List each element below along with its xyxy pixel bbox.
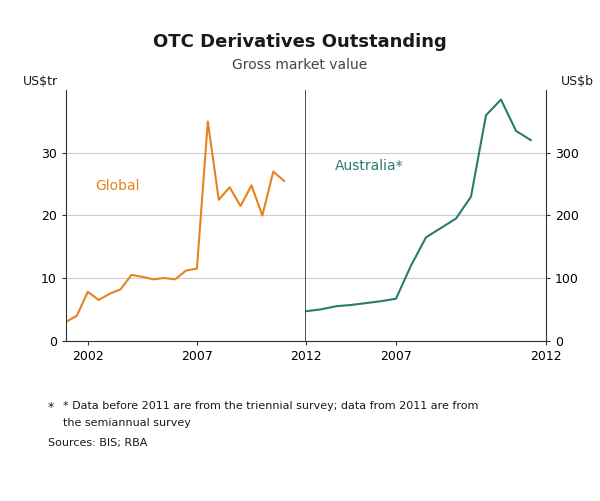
Text: US$b: US$b [561, 75, 594, 88]
Text: Global: Global [95, 179, 139, 193]
Text: Sources: BIS; RBA: Sources: BIS; RBA [48, 438, 148, 448]
Text: US$tr: US$tr [23, 75, 58, 88]
Text: OTC Derivatives Outstanding: OTC Derivatives Outstanding [153, 33, 447, 51]
Text: *: * [48, 401, 54, 414]
Text: Australia*: Australia* [335, 159, 403, 173]
Text: the semiannual survey: the semiannual survey [63, 418, 191, 428]
Text: Gross market value: Gross market value [232, 58, 368, 72]
Text: * Data before 2011 are from the triennial survey; data from 2011 are from: * Data before 2011 are from the triennia… [63, 401, 478, 411]
